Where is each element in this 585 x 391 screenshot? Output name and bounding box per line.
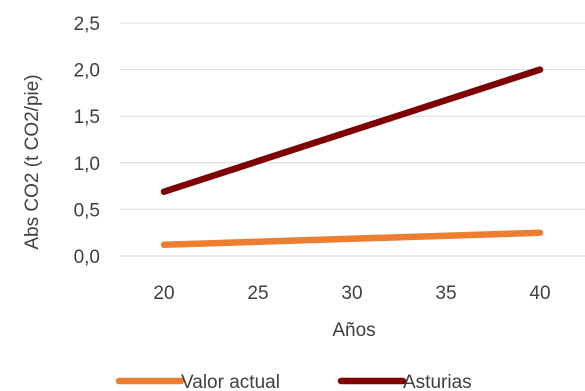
gridlines [120,22,585,257]
legend-label: Asturias [403,372,472,391]
y-tick-label: 0,0 [74,247,100,268]
y-axis-ticks: 0,0 0,5 1,0 1,5 2,0 2,5 [74,14,100,268]
y-tick-label: 1,0 [74,154,100,175]
x-tick-label: 20 [153,283,174,304]
x-axis-ticks: 20 25 30 35 40 [153,283,550,304]
x-tick-label: 35 [435,283,456,304]
x-axis-title: Años [332,320,375,341]
y-tick-label: 0,5 [74,200,100,221]
y-tick-label: 2,5 [74,14,100,35]
legend-label: Valor actual [181,372,280,391]
y-tick-label: 1,5 [74,107,100,128]
legend: Valor actual Asturias [115,372,472,391]
y-tick-label: 2,0 [74,61,100,82]
series-line-1 [160,66,544,195]
x-tick-label: 30 [341,283,362,304]
series-lines [160,66,544,249]
x-tick-label: 25 [247,283,268,304]
y-axis-title: Abs CO2 (t CO2/pie) [22,74,43,249]
x-tick-label: 40 [529,283,550,304]
series-line-0 [160,229,544,249]
